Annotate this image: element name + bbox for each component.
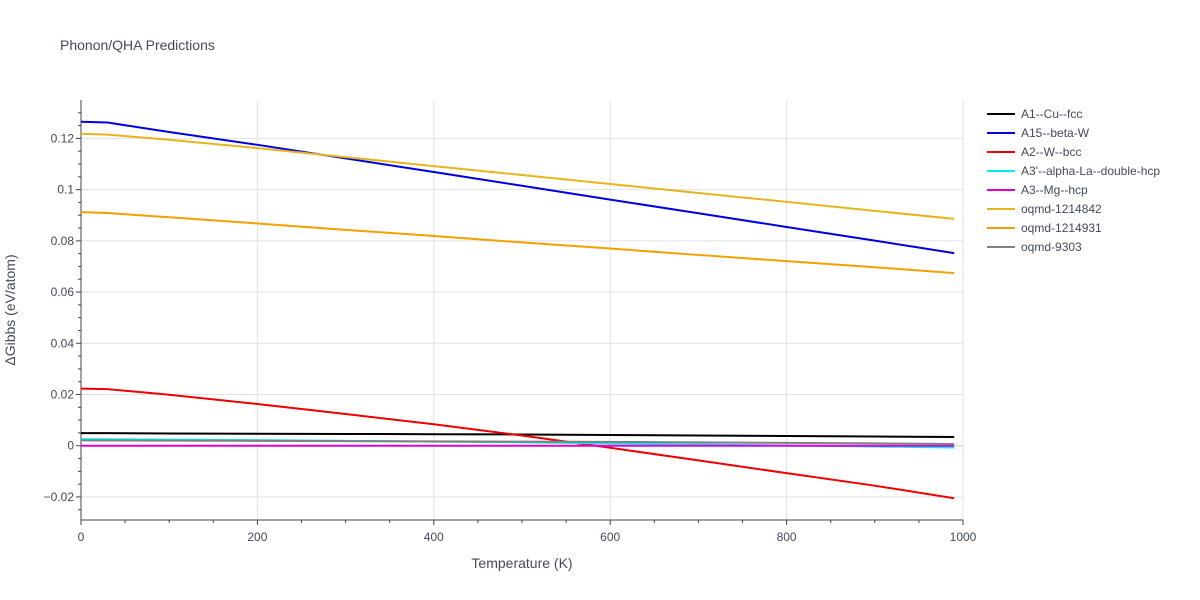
legend-label: A1--Cu--fcc [1021,107,1082,121]
series-line-a1-cu-fcc [81,432,955,439]
legend-item-a3-mg-hcp[interactable]: A3--Mg--hcp [987,183,1088,197]
legend-label: oqmd-1214842 [1021,202,1102,216]
y-tick-label: 0.06 [51,285,75,299]
legend-label: A3--Mg--hcp [1021,183,1088,197]
y-tick-label: 0.02 [51,388,75,402]
series-line-oqmd-1214931 [80,211,955,275]
legend-label: A15--beta-W [1021,126,1090,140]
x-axis-title: Temperature (K) [471,555,572,571]
chart-title: Phonon/QHA Predictions [60,37,215,53]
legend-item-a1-cu-fcc[interactable]: A1--Cu--fcc [987,107,1082,121]
legend-label: A3'--alpha-La--double-hcp [1021,164,1160,178]
y-tick-label: 0.08 [51,234,75,248]
series-line-oqmd-9303 [80,439,955,445]
legend-label: A2--W--bcc [1021,145,1081,159]
x-tick-label: 800 [777,530,797,544]
legend-label: oqmd-1214931 [1021,221,1102,235]
legend-item-oqmd-1214931[interactable]: oqmd-1214931 [987,221,1102,235]
y-tick-label: 0.12 [51,131,75,145]
plot-area [80,120,955,500]
series-line-oqmd-1214842 [80,132,955,220]
x-tick-label: 400 [424,530,444,544]
y-tick-label: −0.02 [44,490,75,504]
grid [81,100,964,520]
x-tick-label: 600 [600,530,620,544]
axes: 0 200 400 600 800 1000 −0.02 0 0.02 0.04 0.06 0.08 0… [44,100,977,544]
legend-item-oqmd-9303[interactable]: oqmd-9303 [987,240,1082,254]
y-axis-title: ΔGibbs (eV/atom) [2,254,18,365]
y-tick-label: 0 [67,439,74,453]
legend-item-a2-w-bcc[interactable]: A2--W--bcc [987,145,1081,159]
legend-item-a3-alpha-la-double-hcp[interactable]: A3'--alpha-La--double-hcp [987,164,1160,178]
y-tick-label: 0.1 [57,183,74,197]
legend-label: oqmd-9303 [1021,240,1082,254]
x-tick-label: 0 [78,530,85,544]
legend[interactable]: A1--Cu--fcc A15--beta-W A2--W--bcc A3'--alp… [987,107,1160,254]
series-line-a15-beta-w [80,120,955,255]
legend-item-a15-beta-w[interactable]: A15--beta-W [987,126,1090,140]
y-tick-label: 0.04 [51,336,75,350]
x-tick-label: 1000 [950,530,977,544]
legend-item-oqmd-1214842[interactable]: oqmd-1214842 [987,202,1102,216]
series-line-a2-w-bcc [80,387,955,500]
x-tick-label: 200 [247,530,267,544]
